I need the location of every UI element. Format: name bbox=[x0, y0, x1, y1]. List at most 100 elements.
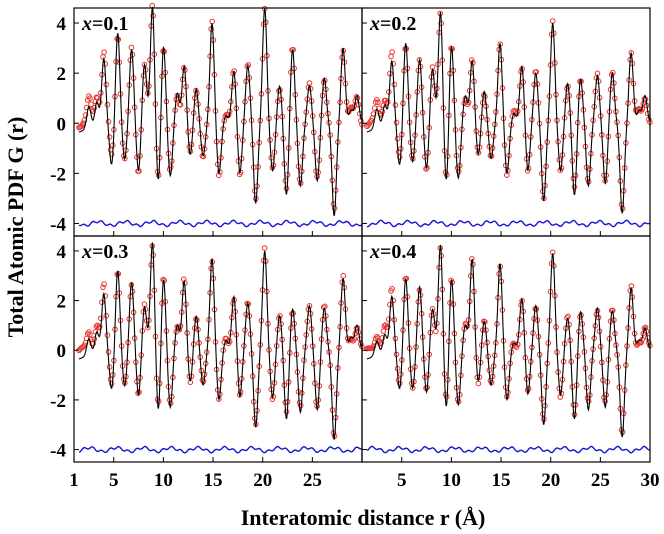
panel-label-4: x=0.4 bbox=[369, 241, 416, 263]
x-tick-label: 15 bbox=[204, 470, 223, 491]
observed-point bbox=[380, 328, 387, 334]
observed-point bbox=[384, 99, 391, 105]
y-tick-label: 2 bbox=[57, 64, 67, 85]
observed-point bbox=[100, 54, 106, 60]
observed-point bbox=[375, 99, 381, 106]
observed-point bbox=[99, 299, 105, 306]
panel-variable: x bbox=[81, 13, 92, 35]
observed-point bbox=[353, 94, 360, 100]
panel-1: x=0.1 bbox=[73, 2, 365, 237]
observed-point bbox=[100, 284, 106, 291]
observed-point bbox=[374, 333, 380, 340]
x-tick-label: 1 bbox=[69, 470, 79, 491]
calculated-line bbox=[78, 6, 363, 217]
observed-point bbox=[585, 398, 592, 405]
y-tick-label: -4 bbox=[50, 214, 66, 235]
observed-point bbox=[571, 184, 578, 190]
observed-point bbox=[105, 118, 112, 125]
panel-label-2: x=0.2 bbox=[369, 13, 416, 35]
panel-frame bbox=[361, 235, 651, 463]
panel-variable: x bbox=[81, 241, 92, 263]
observed-point bbox=[88, 101, 94, 107]
observed-point bbox=[475, 380, 482, 387]
observed-point bbox=[176, 326, 183, 333]
y-tick-label: -2 bbox=[50, 164, 66, 185]
observed-point bbox=[108, 151, 115, 157]
observed-point bbox=[145, 324, 151, 331]
panel-value: =0.2 bbox=[380, 13, 416, 35]
observed-point bbox=[209, 18, 215, 25]
observed-point bbox=[261, 245, 268, 251]
observed-point bbox=[283, 408, 290, 415]
observed-point bbox=[396, 154, 403, 160]
y-tick-label: 2 bbox=[57, 292, 67, 313]
panel-value: =0.4 bbox=[380, 241, 416, 263]
x-tick-label: 30 bbox=[641, 470, 660, 491]
observed-point bbox=[378, 340, 385, 346]
panel-label-1: x=0.1 bbox=[81, 13, 128, 35]
observed-point bbox=[386, 316, 392, 323]
observed-point bbox=[379, 335, 386, 341]
observed-point bbox=[91, 105, 98, 111]
observed-point bbox=[389, 49, 395, 55]
x-tick-label: 20 bbox=[253, 470, 272, 491]
x-tick-label: 10 bbox=[442, 470, 461, 491]
y-tick-label: -2 bbox=[50, 391, 66, 412]
observed-point bbox=[387, 301, 393, 308]
calculated-line bbox=[366, 244, 651, 438]
y-tick-label: 4 bbox=[57, 242, 67, 263]
observed-point bbox=[322, 303, 328, 310]
panel-value: =0.3 bbox=[92, 241, 128, 263]
x-tick-label: 5 bbox=[109, 470, 119, 491]
x-tick-label: 25 bbox=[591, 470, 610, 491]
observed-point bbox=[106, 134, 113, 140]
observed-point bbox=[167, 164, 174, 170]
panel-4: x=0.4 bbox=[361, 235, 653, 463]
observed-point bbox=[374, 96, 380, 103]
observed-point bbox=[549, 18, 556, 24]
x-tick-label: 10 bbox=[154, 470, 173, 491]
observed-point bbox=[96, 324, 103, 330]
panel-frame bbox=[361, 7, 651, 237]
y-tick-label: 0 bbox=[57, 341, 67, 362]
observed-point bbox=[98, 315, 104, 322]
observed-point bbox=[107, 147, 114, 153]
x-tick-label: 25 bbox=[303, 470, 322, 491]
y-tick-label: 0 bbox=[57, 114, 67, 135]
x-tick-label: 20 bbox=[541, 470, 560, 491]
observed-point bbox=[101, 281, 107, 287]
observed-point bbox=[475, 150, 482, 156]
observed-point bbox=[389, 286, 395, 292]
observed-point bbox=[370, 343, 377, 349]
panels-group: x=0.1 x=0.2x=0.3 x=0.4 bbox=[73, 2, 653, 463]
difference-line bbox=[366, 445, 650, 454]
panel-variable: x bbox=[369, 241, 380, 263]
observed-point bbox=[128, 44, 135, 51]
observed-point bbox=[376, 105, 382, 112]
panel-3: x=0.3 bbox=[73, 235, 365, 463]
observed-point bbox=[388, 53, 394, 60]
observed-point bbox=[340, 272, 347, 279]
observed-point bbox=[384, 324, 391, 330]
difference-line bbox=[366, 219, 651, 228]
panel-2: x=0.2 bbox=[361, 7, 653, 237]
panel-variable: x bbox=[369, 13, 380, 35]
x-tick-label: 15 bbox=[492, 470, 511, 491]
panel-value: =0.1 bbox=[92, 13, 128, 35]
difference-line bbox=[78, 219, 363, 228]
calculated-line bbox=[78, 242, 363, 440]
observed-point bbox=[306, 303, 313, 309]
y-tick-label: 4 bbox=[57, 14, 67, 35]
y-tick-label: -4 bbox=[50, 441, 66, 462]
observed-point bbox=[433, 328, 439, 335]
panel-frame bbox=[73, 235, 363, 463]
observed-point bbox=[101, 49, 107, 56]
observed-point bbox=[82, 112, 89, 118]
panel-label-3: x=0.3 bbox=[81, 241, 128, 263]
difference-line bbox=[78, 445, 363, 454]
observed-point bbox=[141, 301, 148, 308]
observed-point bbox=[81, 117, 88, 123]
observed-point bbox=[283, 185, 290, 192]
